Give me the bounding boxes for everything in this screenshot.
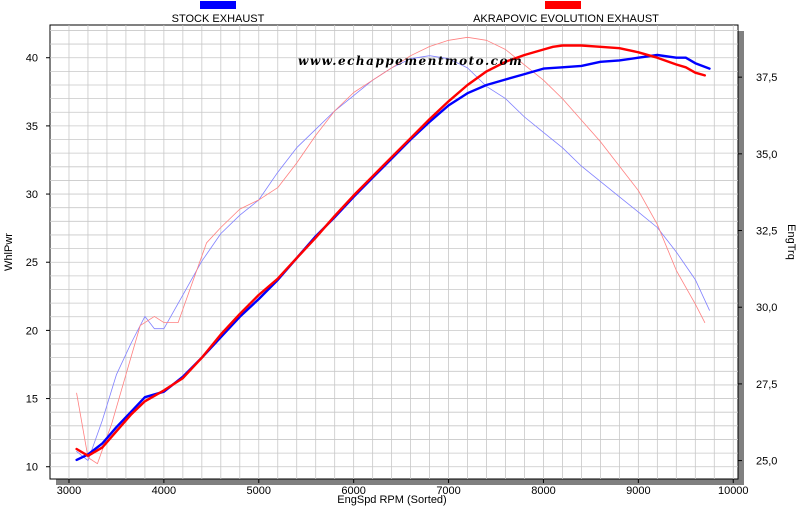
y-axis-label-left: WhlPwr: [3, 233, 15, 271]
x-tick-label: 4000: [152, 485, 176, 497]
y-right-tick-label: 27,5: [756, 379, 777, 391]
x-tick-label: 5000: [247, 485, 271, 497]
x-tick-label: 10000: [718, 485, 749, 497]
plot-area: [49, 24, 739, 480]
y-right-tick-label: 25,0: [756, 456, 777, 468]
legend-swatch-akrapovic: [545, 1, 581, 9]
watermark-text: www.echappementmoto.com: [298, 54, 523, 68]
y-right-tick-label: 32,5: [756, 226, 777, 238]
y-left-tick-label: 25: [26, 257, 38, 269]
x-tick-label: 6000: [341, 485, 365, 497]
series-layer: [75, 36, 711, 465]
y-right-tick-label: 37,5: [756, 72, 777, 84]
grid: [50, 25, 738, 479]
ticks: 3000 4000 5000 6000 7000 8000 9000 10000 10 15 20 2…: [26, 53, 778, 497]
x-tick-label: 8000: [531, 485, 555, 497]
legend-label-stock: STOCK EXHAUST: [172, 13, 265, 25]
legend-swatch-stock: [200, 1, 236, 9]
x-tick-label: 3000: [57, 485, 81, 497]
x-axis-label: EngSpd RPM (Sorted): [337, 494, 446, 506]
y-left-tick-label: 40: [26, 53, 38, 65]
x-tick-label: 9000: [626, 485, 650, 497]
y-left-tick-label: 10: [26, 462, 38, 474]
legend-label-akrapovic: AKRAPOVIC EVOLUTION EXHAUST: [473, 13, 659, 25]
y-left-tick-label: 35: [26, 121, 38, 133]
series-line-akrapovic-power: [75, 44, 706, 457]
y-left-tick-label: 30: [26, 189, 38, 201]
series-line-akrapovic-torque: [76, 36, 706, 465]
x-tick-label: 7000: [436, 485, 460, 497]
y-right-tick-label: 35,0: [756, 149, 777, 161]
y-left-tick-label: 15: [26, 394, 38, 406]
y-right-tick-label: 30,0: [756, 302, 777, 314]
y-left-tick-label: 20: [26, 325, 38, 337]
y-axis-label-right: EngTrq: [785, 224, 797, 260]
